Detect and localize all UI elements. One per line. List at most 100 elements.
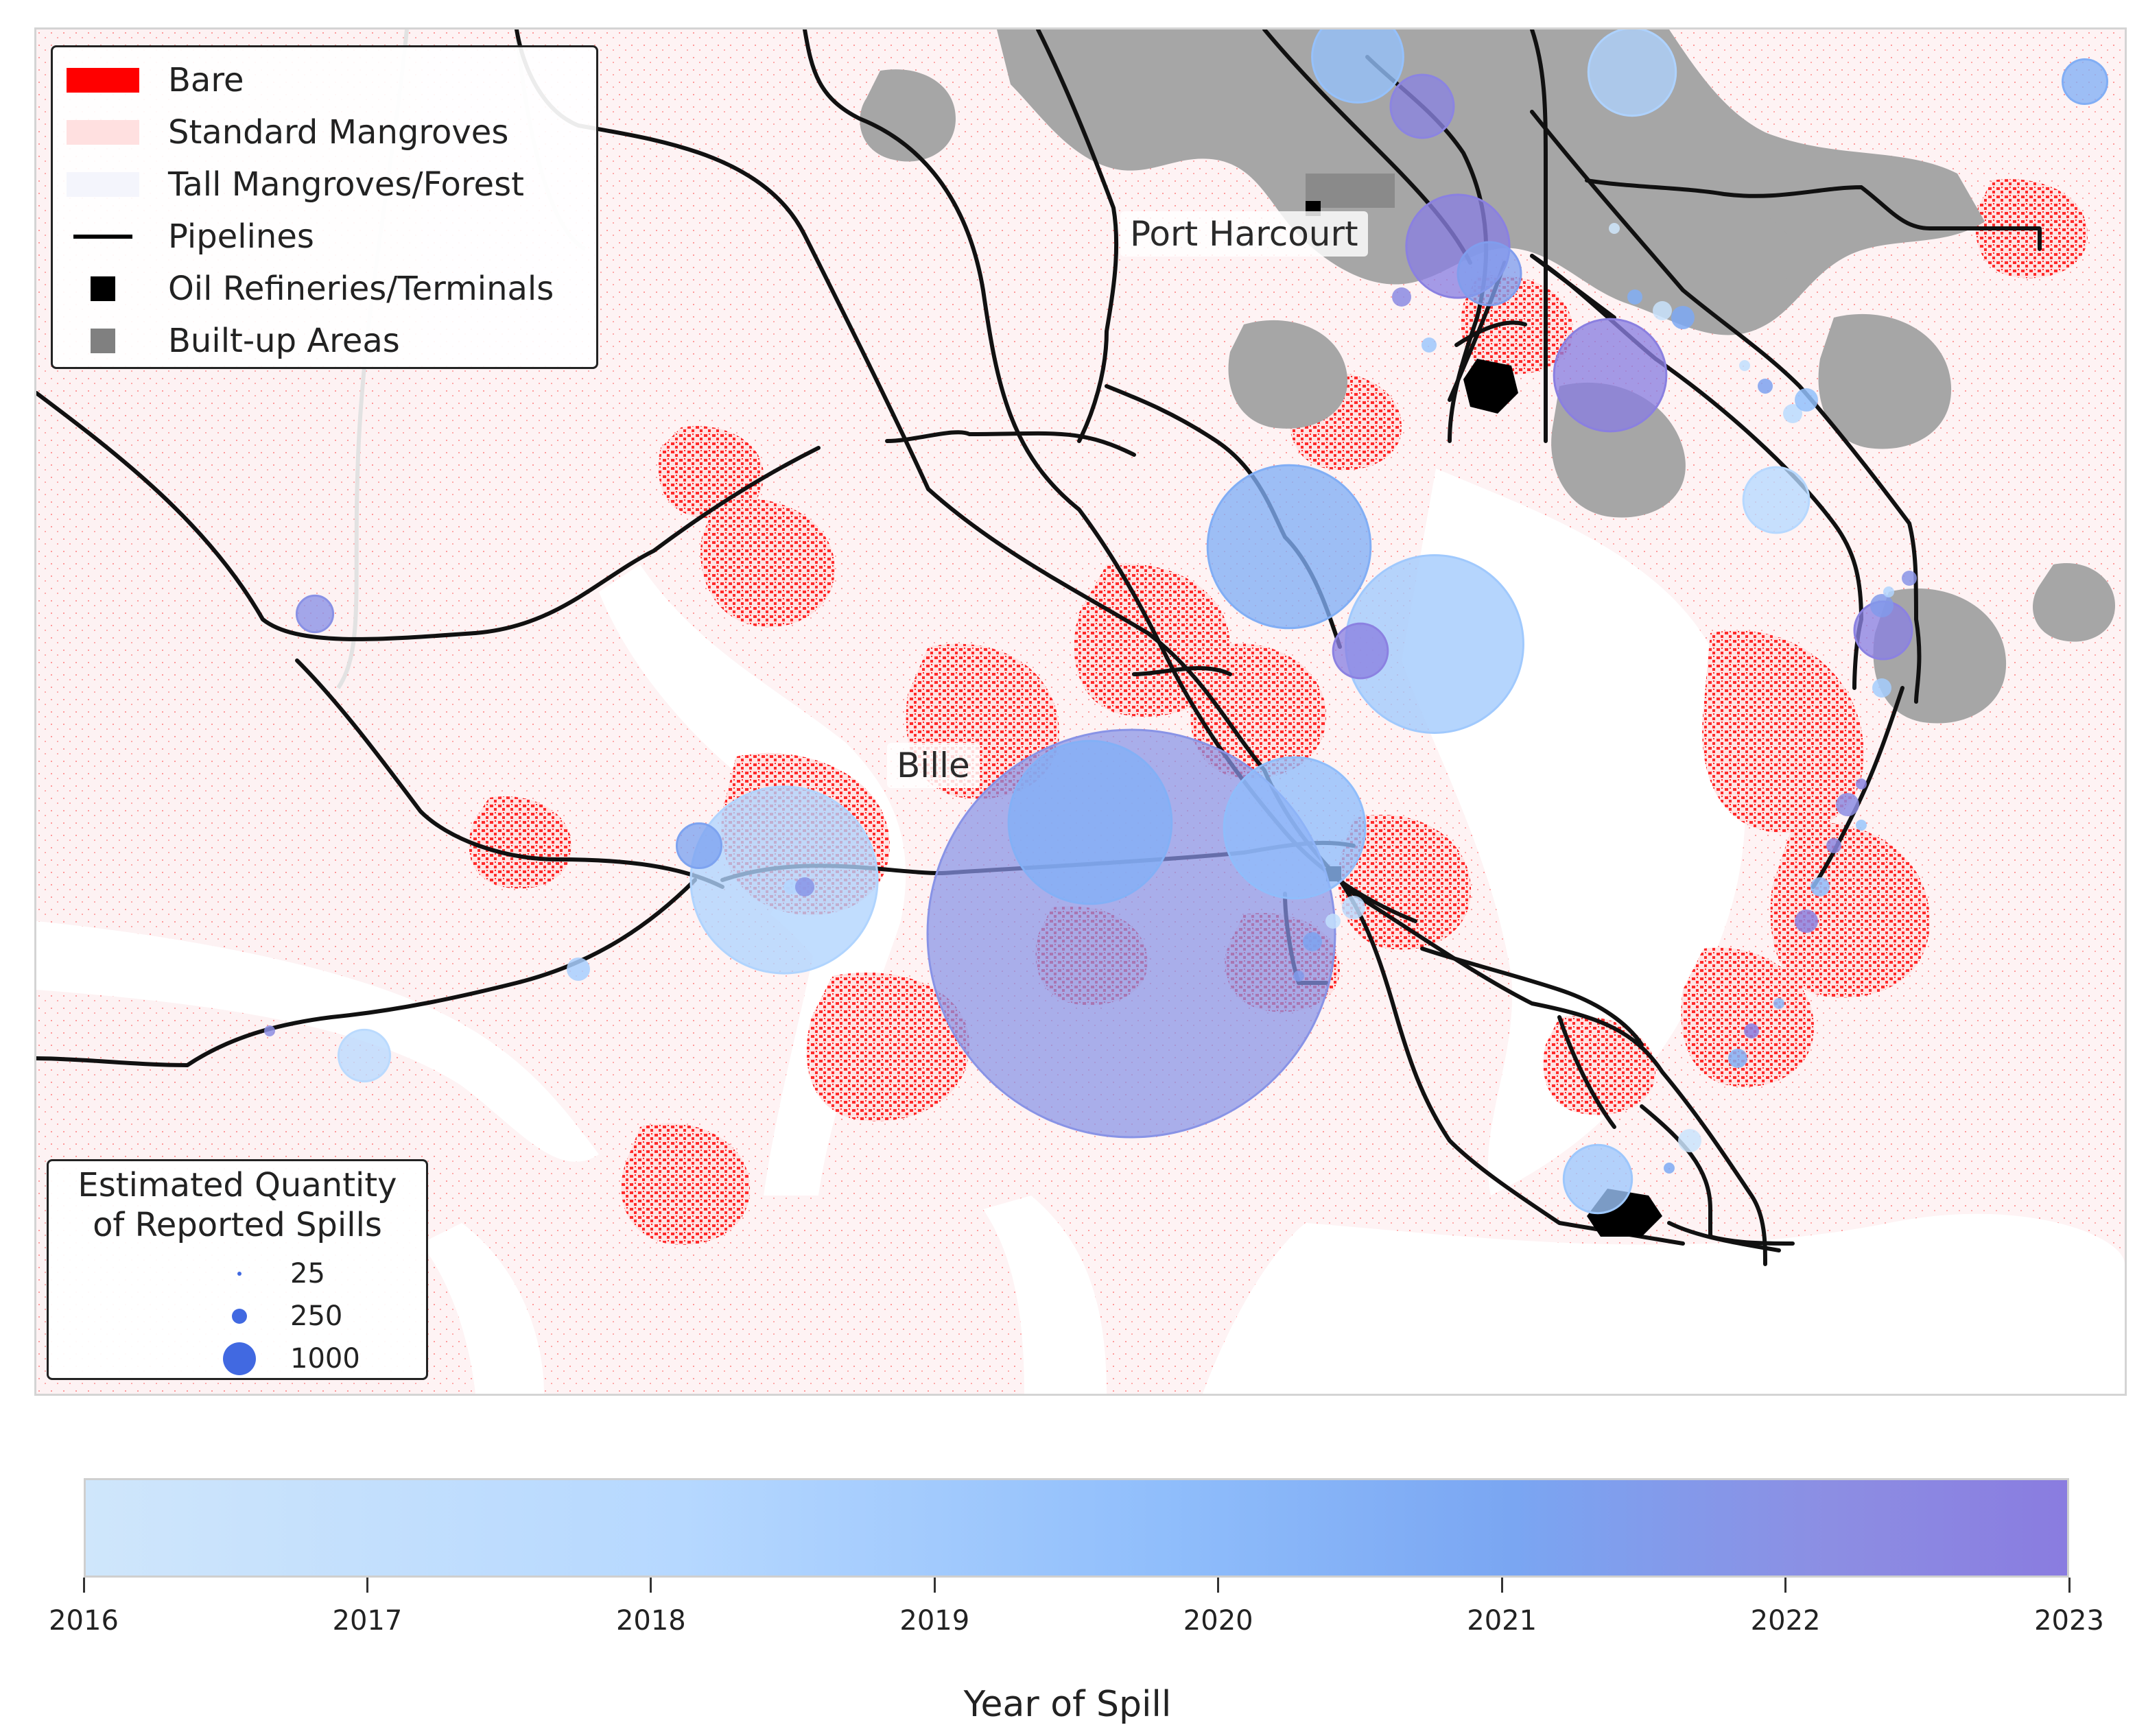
spill-bubble	[337, 1028, 392, 1083]
spill-bubble-small	[567, 958, 590, 981]
spill-bubble	[1206, 464, 1372, 630]
legend-label: Tall Mangroves/Forest	[168, 165, 524, 204]
spill-bubble-small	[1883, 586, 1894, 597]
colorbar-tick-label: 2022	[1750, 1605, 1821, 1637]
size-legend-title-line1: Estimated Quantity	[78, 1166, 397, 1204]
spill-bubble-small	[1810, 877, 1830, 896]
spill-bubble-small	[1392, 287, 1411, 307]
spill-bubble-small	[1856, 820, 1867, 831]
legend-label: Standard Mangroves	[168, 113, 509, 152]
legend-label: Bare	[168, 61, 244, 99]
colorbar-tick-label: 2016	[49, 1605, 119, 1637]
colorbar-tick	[366, 1578, 368, 1593]
built-up-square-icon	[91, 329, 115, 353]
refinery-square-icon	[91, 276, 115, 301]
size-legend: Estimated Quantity of Reported Spills 25…	[47, 1159, 428, 1380]
spill-bubble-small	[1795, 388, 1818, 412]
size-legend-value: 25	[290, 1258, 325, 1289]
spill-bubble-small	[264, 1025, 275, 1036]
place-label-port-harcourt: Port Harcourt	[1120, 211, 1368, 257]
spill-bubble-small	[1325, 914, 1341, 929]
colorbar-tick	[933, 1578, 936, 1593]
legend-label: Pipelines	[168, 217, 314, 256]
spill-bubble	[2061, 58, 2109, 106]
spill-bubble	[1007, 739, 1173, 905]
spill-bubble	[295, 594, 335, 634]
spill-bubble-small	[1856, 778, 1867, 789]
size-legend-entry: 1000	[49, 1338, 426, 1379]
spill-bubble-small	[1671, 306, 1695, 329]
spill-bubble-small	[1422, 337, 1437, 353]
size-legend-entry: 250	[49, 1296, 426, 1337]
colorbar-tick-label: 2018	[615, 1605, 686, 1637]
spill-bubble	[689, 785, 879, 975]
spill-bubble	[1223, 756, 1367, 900]
spill-bubble-small	[1739, 360, 1750, 371]
colorbar-tick-label: 2020	[1183, 1605, 1253, 1637]
spill-bubble	[1456, 241, 1522, 307]
legend-item-built-up: Built-up Areas	[65, 315, 584, 367]
spill-bubble-small	[1744, 1023, 1759, 1038]
size-dot-large	[223, 1342, 256, 1375]
spill-bubble	[1553, 318, 1668, 433]
legend-item-bare: Bare	[65, 54, 584, 106]
spill-bubble	[1332, 622, 1389, 680]
spill-bubble	[1742, 466, 1810, 534]
size-legend-title: Estimated Quantity of Reported Spills	[49, 1165, 426, 1245]
spill-bubble	[1389, 73, 1455, 139]
spill-bubble-small	[1758, 379, 1773, 394]
size-legend-value: 1000	[290, 1343, 360, 1375]
legend-item-pipelines: Pipelines	[65, 211, 584, 263]
colorbar-tick	[82, 1578, 85, 1593]
spill-bubble-small	[1870, 594, 1894, 617]
size-dot-medium	[232, 1309, 247, 1324]
spill-bubble	[1311, 29, 1404, 104]
built-up-core	[1306, 174, 1395, 208]
colorbar-tick-label: 2021	[1467, 1605, 1537, 1637]
colorbar-tick	[1500, 1578, 1503, 1593]
spill-bubble-small	[1653, 301, 1672, 320]
legend-label: Built-up Areas	[168, 322, 400, 360]
spill-bubble-small	[1342, 896, 1365, 919]
spill-bubble-small	[1836, 793, 1859, 816]
legend-label: Oil Refineries/Terminals	[168, 270, 554, 308]
size-legend-title-line2: of Reported Spills	[93, 1206, 382, 1244]
spill-bubble	[1562, 1143, 1633, 1215]
spill-bubble-small	[1627, 289, 1642, 305]
spill-bubble-small	[1783, 404, 1802, 423]
colorbar	[84, 1478, 2069, 1578]
spill-bubble-small	[1773, 998, 1784, 1009]
size-legend-value: 250	[290, 1300, 343, 1332]
spill-bubble-small	[1293, 971, 1304, 982]
size-dot-small	[237, 1272, 241, 1276]
colorbar-tick	[1784, 1578, 1787, 1593]
pipeline-line-icon	[73, 235, 132, 239]
legend-item-refineries: Oil Refineries/Terminals	[65, 263, 584, 315]
standard-mangroves-swatch	[67, 120, 139, 145]
spill-bubble-small	[1872, 678, 1891, 698]
spill-bubble-small	[1728, 1049, 1747, 1068]
colorbar-tick	[650, 1578, 652, 1593]
legend: Bare Standard Mangroves Tall Mangroves/F…	[51, 45, 598, 369]
size-legend-entry: 25	[49, 1253, 426, 1294]
spill-bubble-small	[1303, 932, 1322, 951]
spill-bubble-small	[1664, 1163, 1675, 1174]
place-label-bille: Bille	[887, 743, 980, 788]
built-up-areas	[860, 29, 2115, 724]
tall-mangroves-swatch	[67, 172, 139, 197]
spill-bubble-small	[1795, 909, 1818, 933]
colorbar-tick-label: 2019	[899, 1605, 970, 1637]
colorbar-tick	[2068, 1578, 2071, 1593]
colorbar-tick-label: 2017	[332, 1605, 403, 1637]
spill-bubble-small	[1678, 1129, 1701, 1152]
spill-bubble	[1587, 29, 1677, 117]
colorbar-tick-label: 2023	[2034, 1605, 2104, 1637]
legend-item-standard-mangroves: Standard Mangroves	[65, 106, 584, 158]
colorbar-tick	[1217, 1578, 1220, 1593]
spill-bubble	[675, 822, 723, 870]
refinery-port-harcourt	[1463, 359, 1518, 414]
spill-bubble-small	[1902, 571, 1917, 586]
spill-bubble-small	[795, 877, 814, 896]
spill-bubble-small	[1826, 838, 1841, 853]
bare-swatch	[67, 68, 139, 93]
